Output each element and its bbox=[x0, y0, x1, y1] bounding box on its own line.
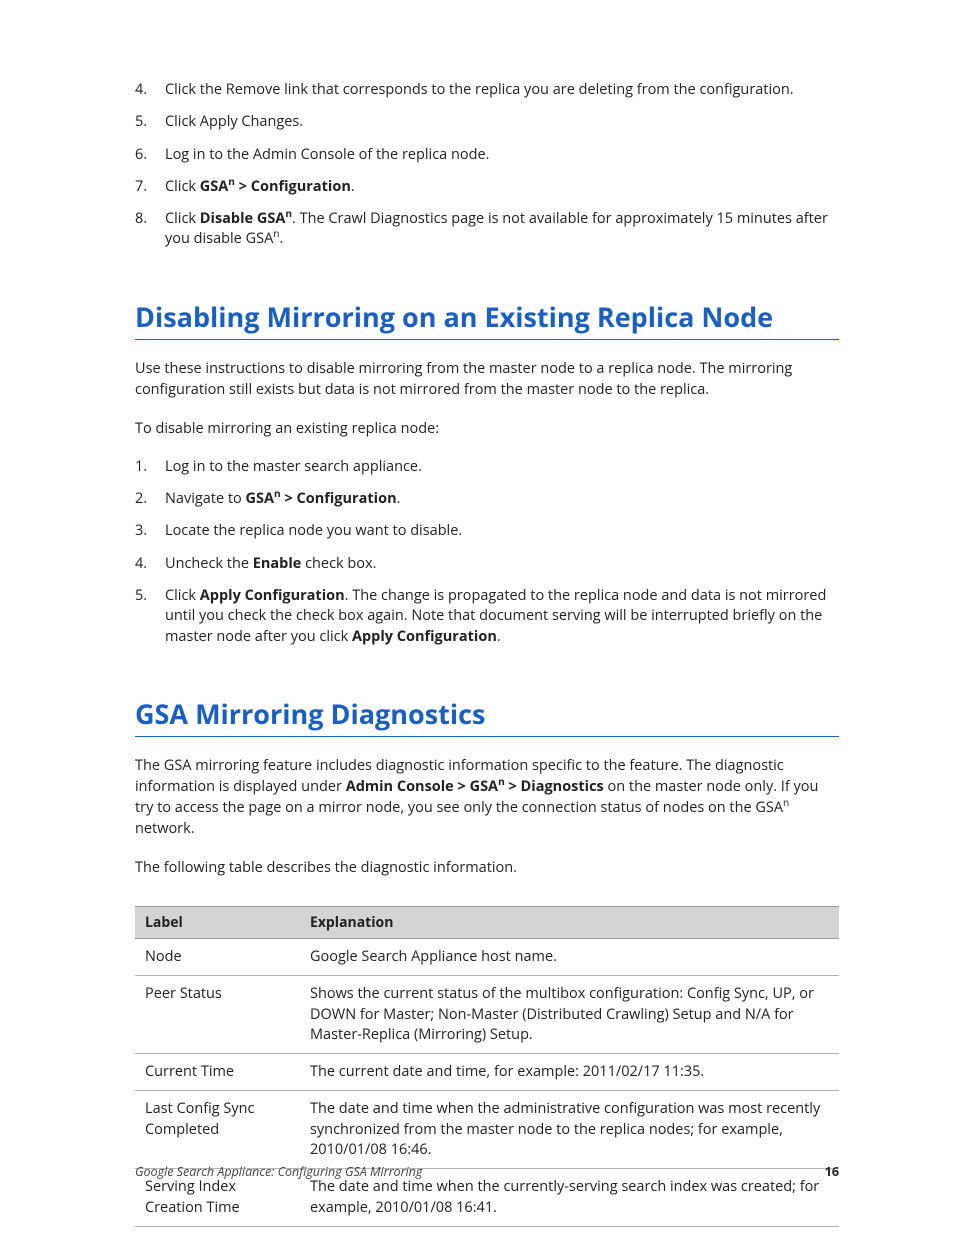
list-item: 3.Locate the replica node you want to di… bbox=[135, 521, 839, 541]
page-footer: Google Search Appliance: Configuring GSA… bbox=[135, 1163, 839, 1180]
list-item-number: 4. bbox=[135, 80, 165, 100]
list-item-number: 7. bbox=[135, 177, 165, 197]
table-header-label: Label bbox=[135, 906, 300, 938]
list-item: 5.Click Apply Changes. bbox=[135, 112, 839, 132]
list-item-number: 5. bbox=[135, 112, 165, 132]
table-cell-explanation: Shows the current status of the multibox… bbox=[300, 976, 839, 1054]
list-item-text: Uncheck the Enable check box. bbox=[165, 554, 839, 574]
list-item: 4.Click the Remove link that corresponds… bbox=[135, 80, 839, 100]
list-item-text: Log in to the Admin Console of the repli… bbox=[165, 145, 839, 165]
list-item-text: Log in to the master search appliance. bbox=[165, 457, 839, 477]
table-header-explanation: Explanation bbox=[300, 906, 839, 938]
list-item: 7.Click GSAn > Configuration. bbox=[135, 177, 839, 197]
table-cell-label: Last Config Sync Completed bbox=[135, 1091, 300, 1169]
list-item-number: 2. bbox=[135, 489, 165, 509]
top-ordered-list: 4.Click the Remove link that corresponds… bbox=[135, 80, 839, 250]
footer-title: Google Search Appliance: Configuring GSA… bbox=[135, 1163, 422, 1180]
section1-ordered-list: 1.Log in to the master search appliance.… bbox=[135, 457, 839, 647]
document-page: 4.Click the Remove link that corresponds… bbox=[0, 0, 954, 1235]
list-item: 4.Uncheck the Enable check box. bbox=[135, 554, 839, 574]
list-item-number: 5. bbox=[135, 586, 165, 606]
list-item-number: 8. bbox=[135, 209, 165, 229]
table-cell-explanation: Google Search Appliance host name. bbox=[300, 938, 839, 975]
section1-para1: Use these instructions to disable mirror… bbox=[135, 358, 839, 400]
table-row: Peer StatusShows the current status of t… bbox=[135, 976, 839, 1054]
section1-para2: To disable mirroring an existing replica… bbox=[135, 418, 839, 439]
table-row: Current TimeThe current date and time, f… bbox=[135, 1054, 839, 1091]
table-cell-label: Current Time bbox=[135, 1054, 300, 1091]
section2-para1: The GSA mirroring feature includes diagn… bbox=[135, 755, 839, 839]
list-item-text: Locate the replica node you want to disa… bbox=[165, 521, 839, 541]
table-row: Last Config Sync CompletedThe date and t… bbox=[135, 1091, 839, 1169]
list-item: 6.Log in to the Admin Console of the rep… bbox=[135, 145, 839, 165]
list-item: 5.Click Apply Configuration. The change … bbox=[135, 586, 839, 647]
list-item: 8.Click Disable GSAn. The Crawl Diagnost… bbox=[135, 209, 839, 250]
table-cell-explanation: The date and time when the administrativ… bbox=[300, 1091, 839, 1169]
table-row: NodeGoogle Search Appliance host name. bbox=[135, 938, 839, 975]
list-item: 1.Log in to the master search appliance. bbox=[135, 457, 839, 477]
list-item-text: Click Apply Configuration. The change is… bbox=[165, 586, 839, 647]
list-item-number: 1. bbox=[135, 457, 165, 477]
list-item-text: Click the Remove link that corresponds t… bbox=[165, 80, 839, 100]
list-item-text: Click GSAn > Configuration. bbox=[165, 177, 839, 197]
section-heading-diagnostics: GSA Mirroring Diagnostics bbox=[135, 695, 839, 737]
table-cell-label: Peer Status bbox=[135, 976, 300, 1054]
list-item-number: 4. bbox=[135, 554, 165, 574]
list-item-text: Click Apply Changes. bbox=[165, 112, 839, 132]
table-header-row: Label Explanation bbox=[135, 906, 839, 938]
footer-page-number: 16 bbox=[825, 1163, 839, 1180]
table-cell-explanation: The current date and time, for example: … bbox=[300, 1054, 839, 1091]
section2-para2: The following table describes the diagno… bbox=[135, 857, 839, 878]
list-item-text: Click Disable GSAn. The Crawl Diagnostic… bbox=[165, 209, 839, 250]
list-item: 2.Navigate to GSAn > Configuration. bbox=[135, 489, 839, 509]
section-heading-disabling: Disabling Mirroring on an Existing Repli… bbox=[135, 298, 839, 340]
list-item-number: 3. bbox=[135, 521, 165, 541]
list-item-number: 6. bbox=[135, 145, 165, 165]
list-item-text: Navigate to GSAn > Configuration. bbox=[165, 489, 839, 509]
table-cell-label: Node bbox=[135, 938, 300, 975]
